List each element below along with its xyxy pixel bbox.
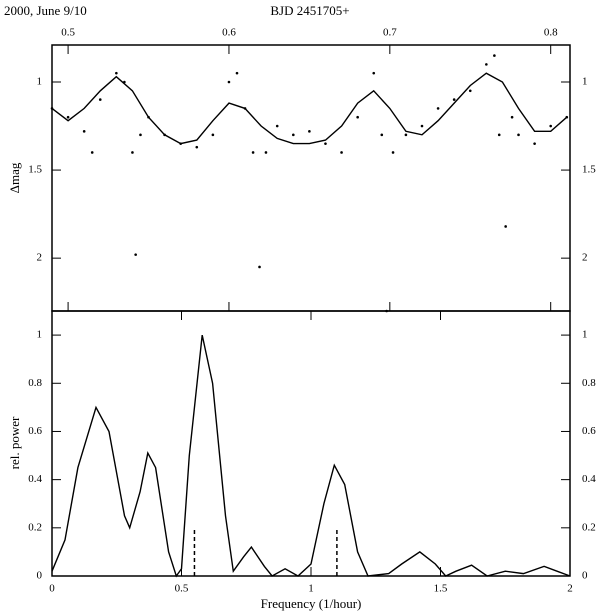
data-point	[504, 225, 507, 228]
data-point	[195, 145, 199, 149]
y-tick-label: 1	[37, 76, 43, 88]
x-axis-label: Frequency (1/hour)	[261, 596, 362, 611]
data-point	[420, 124, 424, 128]
data-point	[468, 89, 472, 93]
data-point	[235, 71, 239, 75]
data-point	[66, 115, 70, 119]
y-tick-label: 1.5	[582, 164, 596, 176]
y-tick-label: 0	[37, 570, 43, 582]
data-point	[356, 115, 359, 119]
data-line	[51, 72, 568, 145]
x-tick-label: 0.7	[383, 27, 397, 39]
y-tick-label: 0.8	[28, 377, 42, 389]
data-line	[51, 334, 571, 578]
data-point	[227, 80, 231, 84]
y-axis-label: rel. power	[7, 416, 22, 469]
x-tick-label: 0.8	[544, 27, 558, 39]
y-tick-label: 0	[582, 570, 588, 582]
plot-frame	[51, 44, 571, 312]
data-point	[275, 124, 279, 128]
y-tick-label: 2	[582, 252, 588, 264]
data-point	[380, 133, 384, 137]
plot-frame	[51, 310, 571, 577]
data-point	[251, 151, 255, 154]
data-point	[139, 133, 142, 137]
data-point	[510, 115, 514, 119]
data-point	[90, 151, 94, 154]
chart-title: 2000, June 9/10	[4, 3, 87, 18]
data-point	[211, 133, 215, 137]
y-tick-label: 0.4	[582, 473, 596, 485]
y-axis-label: Δmag	[7, 162, 22, 193]
data-point	[98, 98, 102, 101]
data-point	[258, 265, 261, 269]
x-tick-label: 0	[49, 583, 55, 595]
y-tick-label: 1	[582, 329, 588, 341]
x-tick-label: 1.5	[434, 583, 448, 595]
data-point	[404, 133, 408, 137]
data-point	[308, 130, 311, 133]
data-point	[292, 133, 295, 137]
y-tick-label: 1	[582, 76, 588, 88]
x-axis-label: BJD 2451705+	[270, 3, 349, 18]
data-point	[391, 151, 395, 154]
data-point	[493, 54, 496, 57]
data-point	[324, 142, 327, 145]
data-point	[452, 98, 456, 101]
data-point	[340, 151, 343, 154]
data-point	[436, 107, 440, 110]
x-tick-label: 0.6	[222, 27, 236, 39]
y-tick-label: 0.8	[582, 377, 596, 389]
y-tick-label: 0.4	[28, 473, 42, 485]
y-tick-label: 0.2	[28, 521, 42, 533]
x-tick-label: 2	[567, 583, 573, 595]
data-point	[134, 253, 137, 256]
data-point	[497, 133, 501, 137]
data-point	[533, 142, 536, 145]
y-tick-label: 0.6	[28, 425, 42, 437]
data-point	[517, 133, 520, 137]
y-tick-label: 0.2	[582, 521, 596, 533]
data-point	[82, 130, 86, 133]
x-tick-label: 0.5	[61, 27, 75, 39]
data-point	[549, 124, 552, 128]
x-tick-label: 0.5	[175, 583, 189, 595]
data-point	[264, 151, 268, 154]
y-tick-label: 0.6	[582, 425, 596, 437]
data-point	[131, 151, 134, 154]
x-tick-label: 1	[308, 583, 314, 595]
data-point	[372, 71, 376, 75]
y-tick-label: 1.5	[28, 164, 42, 176]
y-tick-label: 1	[37, 329, 43, 341]
data-point	[115, 71, 118, 75]
y-tick-label: 2	[37, 252, 43, 264]
data-point	[485, 63, 488, 66]
